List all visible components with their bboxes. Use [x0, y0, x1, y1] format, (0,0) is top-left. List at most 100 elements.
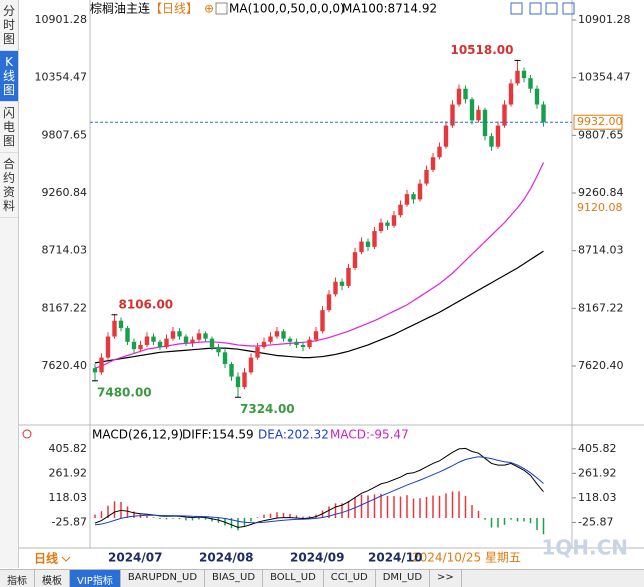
dropdown-arrow[interactable]	[61, 556, 71, 562]
settings-icon[interactable]	[22, 429, 32, 439]
legend-diff: DIFF:154.59	[182, 428, 254, 442]
x-tick-label: 2024/10	[368, 551, 422, 565]
ma-line	[94, 250, 544, 364]
icon[interactable]	[529, 2, 542, 15]
y-tick-label: 261.92	[49, 466, 88, 479]
bottom-tab[interactable]: 指标	[0, 570, 35, 587]
annotation: 7324.00	[240, 402, 295, 416]
sidebar-tab[interactable]: 合约资料	[0, 153, 18, 218]
candle-body	[385, 222, 390, 226]
title: 棕榈油主连	[90, 1, 150, 16]
chart-area: 棕榈油主连 【日线】 ⊕ MA(100,0,50,0,0,0) MA100:87…	[18, 0, 644, 566]
bottom-tab[interactable]: DMI_UD	[376, 570, 431, 587]
candle-body	[391, 215, 397, 226]
candle-body	[443, 125, 449, 147]
candle-body	[463, 88, 468, 100]
candle-body	[359, 241, 364, 253]
candle-body	[437, 146, 442, 158]
candle-body	[333, 281, 338, 295]
ma-label: MA100:8714.92	[342, 2, 437, 16]
macd-title: MACD(26,12,9)	[92, 428, 183, 442]
legend-macd: MACD:-95.47	[330, 428, 409, 442]
candle-body	[177, 331, 182, 337]
candle-body	[528, 78, 533, 89]
candle-body	[482, 109, 488, 137]
y-tick-label: 8714.03	[42, 244, 88, 257]
ma-line	[94, 162, 545, 369]
candle-body	[99, 357, 104, 373]
candle-body	[112, 320, 117, 337]
bottom-tab[interactable]: CCI_UD	[324, 570, 376, 587]
candle-body	[469, 99, 475, 121]
sidebar-tab[interactable]: K线图	[0, 51, 18, 102]
candle-body	[209, 338, 215, 348]
candle-body	[248, 357, 254, 373]
bottom-tab[interactable]: BIAS_UD	[205, 570, 264, 587]
period-selector[interactable]: 日线	[34, 551, 58, 566]
annotation: 10518.00	[450, 43, 513, 57]
candle-body	[489, 136, 494, 147]
x-tick-label: 2024/09	[290, 551, 344, 565]
icon[interactable]	[562, 2, 575, 15]
candle-body	[105, 336, 111, 358]
y-tick-label: 9807.65	[42, 128, 88, 141]
macd-line	[94, 447, 544, 528]
y-tick-label: 10901.28	[35, 13, 88, 26]
candle-body	[196, 333, 202, 340]
legend-dea: DEA:202.32	[258, 428, 329, 442]
candle-body	[131, 341, 137, 350]
y-tick-label: 10901.28	[578, 13, 631, 26]
candle-body	[281, 331, 286, 339]
y-tick-label: 9260.84	[578, 186, 624, 199]
candle-body	[92, 368, 98, 373]
icon[interactable]	[510, 2, 523, 15]
candle-body	[138, 344, 143, 350]
bottom-tab[interactable]: >>	[430, 570, 462, 587]
toolbar-icons[interactable]	[215, 2, 575, 15]
candle-body	[287, 338, 293, 342]
extra-label: 9120.08	[577, 201, 623, 214]
watermark: 1QH.CN	[541, 536, 628, 560]
candle-body	[515, 70, 520, 84]
candle-body	[404, 194, 410, 205]
candle-body	[476, 109, 481, 121]
bottom-tab[interactable]: 模板	[35, 570, 70, 587]
candle-body	[346, 267, 351, 286]
candle-body	[313, 331, 319, 340]
x-tick-label: 2024/07	[108, 551, 162, 565]
sidebar-tab[interactable]: 闪电图	[0, 102, 18, 153]
y-tick-label: 261.92	[578, 466, 617, 479]
candle-body	[320, 310, 325, 332]
y-tick-label: 405.82	[578, 442, 617, 455]
y-tick-label: 118.03	[578, 491, 617, 504]
candle-body	[300, 344, 306, 348]
candle-body	[144, 336, 150, 345]
bottom-tab[interactable]: BOLL_UD	[263, 570, 324, 587]
add-icon[interactable]: ⊕	[204, 2, 214, 16]
sidebar-tab[interactable]: 分时图	[0, 0, 18, 51]
candle-body	[430, 157, 436, 170]
bottom-tab[interactable]: BARUPDN_UD	[121, 570, 206, 587]
candle-body	[534, 88, 540, 105]
candle-body	[424, 169, 429, 184]
candle-body	[456, 88, 462, 105]
candle-body	[372, 231, 377, 247]
x-tick-label: 2024/08	[199, 551, 253, 565]
candle-body	[411, 194, 416, 200]
candle-body	[268, 336, 273, 342]
y-tick-label: 7620.40	[42, 359, 88, 372]
candle-body	[203, 333, 208, 339]
y-tick-label: 10354.47	[35, 71, 88, 84]
y-tick-label: 9260.84	[42, 186, 88, 199]
candle-body	[365, 241, 371, 247]
icon[interactable]	[545, 2, 558, 15]
candle-body	[242, 372, 247, 388]
bottom-tab[interactable]: VIP指标	[70, 570, 121, 587]
macd-line	[94, 456, 544, 526]
candle-body	[378, 222, 384, 232]
candle-body	[125, 328, 130, 342]
bottom-tabs: 指标 模板 VIP指标 BARUPDN_UD BIAS_UD BOLL_UD CCI_UD D…	[0, 569, 644, 587]
icon[interactable]	[215, 2, 228, 15]
indicator-label: MA(100,0,50,0,0,0)	[229, 2, 345, 16]
